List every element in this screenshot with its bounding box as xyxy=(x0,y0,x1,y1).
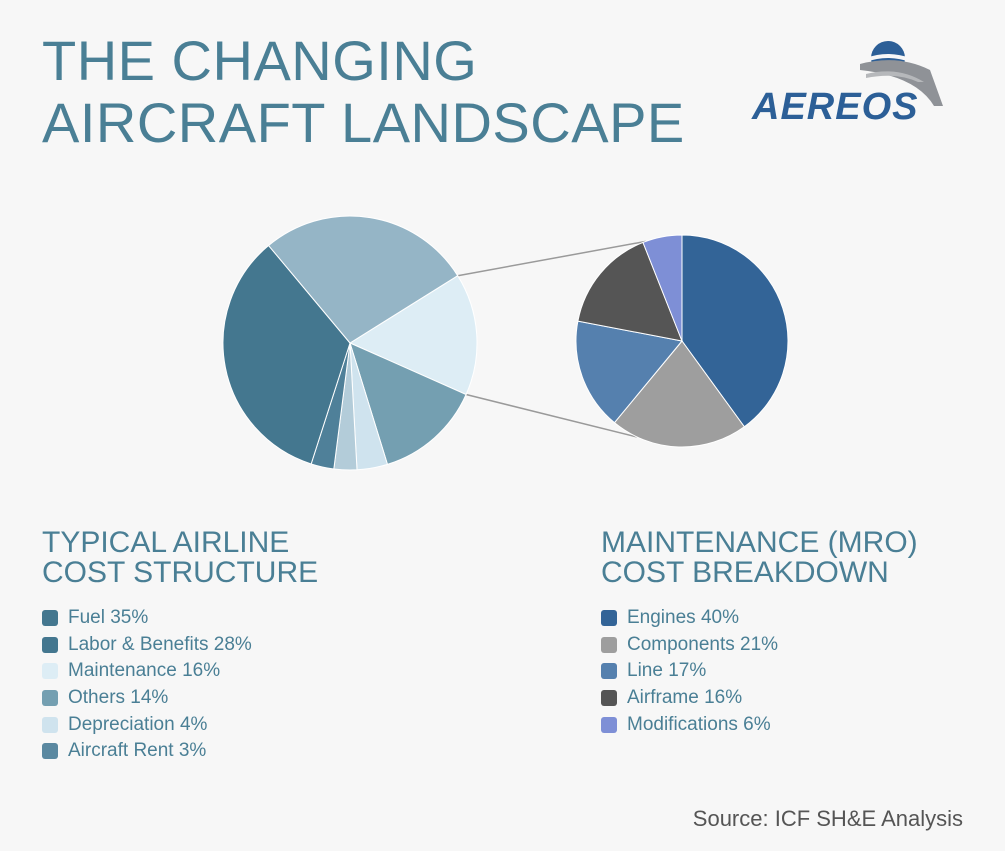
legend-label: Fuel 35% xyxy=(68,607,149,629)
legend-label: Aircraft Rent 3% xyxy=(68,740,207,762)
aereos-logo: AEREOS xyxy=(748,36,948,131)
airline-cost-legend-item: Maintenance 16% xyxy=(42,658,252,685)
slice-components xyxy=(613,340,746,448)
legend-swatch xyxy=(42,610,58,627)
legend-swatch xyxy=(42,690,58,707)
mro-cost-title: MAINTENANCE (MRO) COST BREAKDOWN xyxy=(601,528,918,588)
slice-maintenance xyxy=(348,275,478,396)
connector-line-top xyxy=(457,240,646,277)
legend-label: Others 14% xyxy=(68,687,169,709)
legend-swatch xyxy=(42,743,58,760)
title-line-1: THE CHANGING xyxy=(42,29,478,92)
legend-swatch xyxy=(42,716,58,733)
legend-label: Maintenance 16% xyxy=(68,660,221,682)
legend-swatch xyxy=(601,716,617,733)
airline-cost-title: TYPICAL AIRLINE COST STRUCTURE xyxy=(42,528,318,588)
legend-swatch xyxy=(601,690,617,707)
legend-label: Depreciation 4% xyxy=(68,713,208,735)
source-note: Source: ICF SH&E Analysis xyxy=(692,806,963,831)
legend-swatch xyxy=(601,663,617,680)
mro-cost-legend-item: Line 17% xyxy=(601,658,778,685)
mro-cost-legend-item: Modifications 6% xyxy=(601,711,778,738)
logo-swoosh-icon xyxy=(860,41,943,106)
airline-cost-legend-item: Aircraft Rent 3% xyxy=(42,738,252,765)
legend-label: Components 21% xyxy=(627,633,779,655)
mro-cost-title-line-1: MAINTENANCE (MRO) xyxy=(601,526,918,559)
airline-cost-title-line-2: COST STRUCTURE xyxy=(42,556,319,589)
mro-cost-legend-item: Engines 40% xyxy=(601,605,778,632)
mro-cost-legend-item: Airframe 16% xyxy=(601,685,778,712)
airline-cost-legend-item: Others 14% xyxy=(42,685,252,712)
airline-cost-legend-item: Depreciation 4% xyxy=(42,711,252,738)
mro-cost-title-line-2: COST BREAKDOWN xyxy=(601,556,889,589)
logo-text: AEREOS xyxy=(752,86,919,128)
legend-label: Engines 40% xyxy=(627,607,739,629)
slice-labor-benefits xyxy=(267,215,459,344)
slice-fuel xyxy=(222,244,351,465)
slice-line xyxy=(575,320,683,424)
legend-label: Modifications 6% xyxy=(627,713,771,735)
mro-cost-legend-item: Components 21% xyxy=(601,632,778,659)
page-title: THE CHANGING AIRCRAFT LANDSCAPE xyxy=(42,30,685,154)
legend-label: Airframe 16% xyxy=(627,687,743,709)
title-line-2: AIRCRAFT LANDSCAPE xyxy=(42,91,685,154)
mro-cost-legend: Engines 40% Components 21% Line 17% Airfram… xyxy=(601,605,778,738)
airline-cost-legend-item: Labor & Benefits 28% xyxy=(42,632,252,659)
pie-chart-mro-cost xyxy=(575,234,789,448)
connector-line-bottom xyxy=(465,393,638,438)
legend-swatch xyxy=(601,636,617,653)
slice-modifications xyxy=(642,234,683,342)
pie-chart-airline-cost xyxy=(222,215,478,471)
legend-swatch xyxy=(42,663,58,680)
slice-airframe xyxy=(577,241,683,342)
airline-cost-legend-item: Fuel 35% xyxy=(42,605,252,632)
legend-swatch xyxy=(42,636,58,653)
slice-others xyxy=(349,342,467,465)
airline-cost-legend: Fuel 35% Labor & Benefits 28% Maintenance … xyxy=(42,605,252,765)
legend-label: Labor & Benefits 28% xyxy=(68,633,252,655)
airline-cost-title-line-1: TYPICAL AIRLINE xyxy=(42,526,290,559)
legend-label: Line 17% xyxy=(627,660,707,682)
legend-swatch xyxy=(601,610,617,627)
slice-engines xyxy=(681,234,789,428)
